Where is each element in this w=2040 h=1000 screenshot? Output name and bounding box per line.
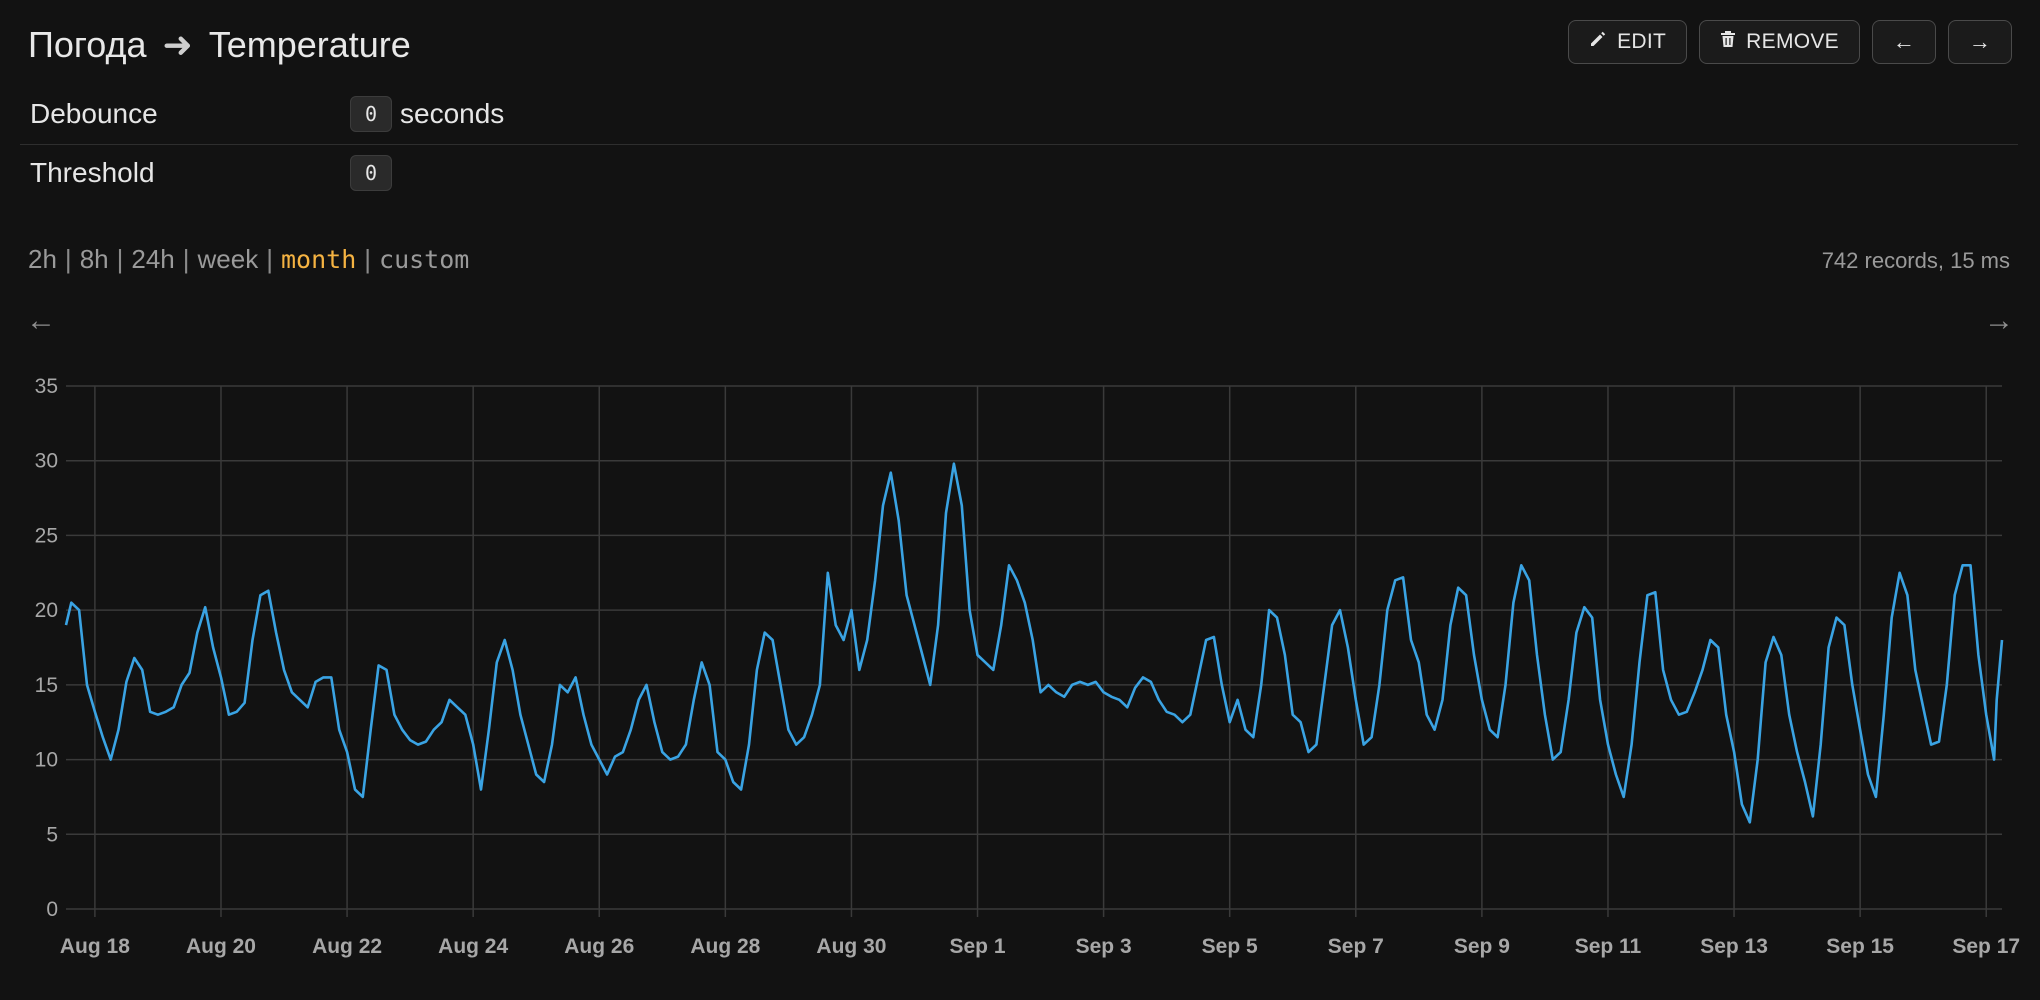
range-month[interactable]: month bbox=[281, 245, 357, 274]
y-tick-label: 20 bbox=[35, 599, 58, 622]
x-tick-label: Aug 20 bbox=[186, 935, 256, 958]
y-tick-label: 25 bbox=[35, 524, 58, 547]
y-tick-label: 30 bbox=[35, 450, 58, 473]
range-week[interactable]: week bbox=[197, 244, 259, 274]
range-custom[interactable]: custom bbox=[379, 245, 470, 274]
row-divider bbox=[20, 144, 2018, 145]
x-tick-label: Aug 18 bbox=[60, 935, 130, 958]
threshold-value-group: 0 bbox=[350, 155, 392, 191]
chart-grid bbox=[66, 385, 2002, 917]
threshold-value: 0 bbox=[350, 155, 392, 191]
y-tick-label: 5 bbox=[46, 823, 58, 846]
arrow-left-icon: ← bbox=[1892, 29, 1916, 54]
debounce-unit: seconds bbox=[400, 98, 505, 129]
range-selector: 2h | 8h | 24h | week | month | custom bbox=[28, 244, 470, 274]
title-device: Погода bbox=[28, 24, 147, 65]
arrow-right-icon: ➜ bbox=[162, 24, 193, 65]
x-tick-label: Sep 1 bbox=[950, 935, 1006, 958]
x-tick-label: Aug 24 bbox=[438, 935, 508, 958]
x-tick-label: Aug 26 bbox=[564, 935, 634, 958]
threshold-label: Threshold bbox=[30, 157, 155, 188]
x-tick-label: Aug 22 bbox=[312, 935, 382, 958]
x-tick-label: Sep 15 bbox=[1826, 935, 1894, 958]
x-tick-label: Sep 11 bbox=[1575, 935, 1642, 958]
chart-prev-icon[interactable]: ← bbox=[26, 304, 56, 337]
remove-button[interactable]: REMOVE bbox=[1699, 20, 1860, 64]
debounce-value-group: 0 seconds bbox=[350, 96, 504, 132]
y-tick-label: 10 bbox=[35, 749, 58, 772]
x-tick-label: Sep 17 bbox=[1952, 935, 2020, 958]
remove-button-label: REMOVE bbox=[1746, 30, 1839, 53]
y-axis: 0 5 10 15 20 25 30 35 bbox=[35, 375, 58, 921]
page-title: Погода ➜ Temperature bbox=[28, 24, 411, 66]
series-line bbox=[64, 462, 2004, 824]
chart-next-icon[interactable]: → bbox=[1984, 304, 2014, 337]
debounce-label: Debounce bbox=[30, 98, 158, 129]
x-tick-label: Aug 28 bbox=[690, 935, 760, 958]
header: Погода ➜ Temperature EDIT REMOVE ← → bbox=[28, 18, 2012, 74]
records-stats: 742 records, 15 ms bbox=[1821, 248, 2010, 273]
x-tick-label: Sep 7 bbox=[1328, 935, 1384, 958]
trash-icon bbox=[1720, 30, 1736, 54]
y-tick-label: 15 bbox=[35, 674, 58, 697]
range-24h[interactable]: 24h bbox=[131, 244, 175, 274]
pencil-icon bbox=[1589, 30, 1607, 54]
y-tick-label: 0 bbox=[46, 898, 58, 921]
x-axis: Aug 18 Aug 20 Aug 22 Aug 24 Aug 26 Aug 28 Aug … bbox=[60, 935, 2020, 958]
x-tick-label: Sep 13 bbox=[1700, 935, 1768, 958]
debounce-value: 0 bbox=[350, 96, 392, 132]
y-tick-label: 35 bbox=[35, 375, 58, 398]
toolbar: EDIT REMOVE ← → bbox=[1568, 20, 2012, 64]
range-8h[interactable]: 8h bbox=[79, 244, 109, 274]
range-2h[interactable]: 2h bbox=[28, 244, 57, 274]
prev-sensor-button[interactable]: ← bbox=[1872, 20, 1936, 64]
debounce-row: Debounce 0 seconds bbox=[20, 86, 2018, 144]
title-sensor: Temperature bbox=[208, 24, 411, 65]
x-tick-label: Sep 5 bbox=[1202, 935, 1258, 958]
threshold-row: Threshold 0 bbox=[20, 145, 2018, 203]
arrow-right-icon: → bbox=[1968, 29, 1992, 54]
edit-button[interactable]: EDIT bbox=[1568, 20, 1688, 64]
x-tick-label: Sep 9 bbox=[1454, 935, 1510, 958]
x-tick-label: Aug 30 bbox=[816, 935, 886, 958]
next-sensor-button[interactable]: → bbox=[1948, 20, 2012, 64]
x-tick-label: Sep 3 bbox=[1076, 935, 1132, 958]
edit-button-label: EDIT bbox=[1617, 30, 1667, 53]
